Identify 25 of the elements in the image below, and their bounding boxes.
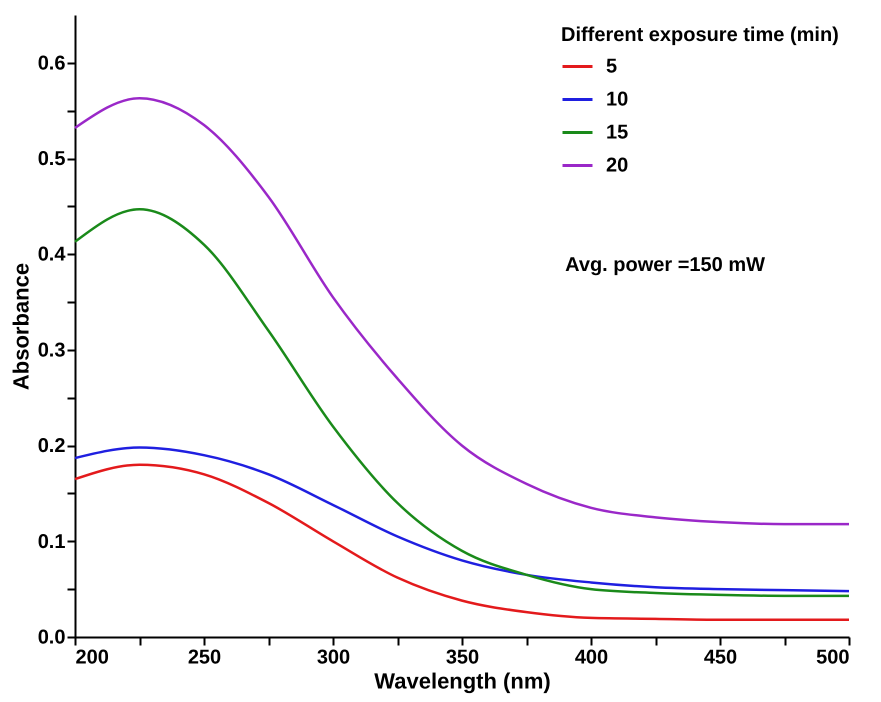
annotation: Avg. power =150 mW (565, 254, 766, 276)
y-tick-label: 0.4 (38, 244, 66, 266)
x-tick-label: 400 (574, 646, 608, 668)
y-tick-label: 0.0 (38, 626, 66, 648)
line-series (74, 464, 850, 622)
x-tick-label: 300 (316, 646, 350, 668)
line-series (74, 446, 850, 592)
legend-label: 10 (606, 88, 628, 110)
x-tick-label: 250 (188, 646, 222, 668)
x-tick-label: 450 (704, 646, 738, 668)
y-tick-label: 0.6 (38, 52, 66, 74)
y-tick-label: 0.5 (38, 148, 66, 170)
x-axis-title: Wavelength (nm) (374, 668, 551, 694)
y-tick-label: 0.1 (38, 530, 66, 553)
x-tick-label: 200 (76, 646, 109, 668)
legend-label: 20 (606, 154, 628, 176)
x-tick-label: 500 (816, 646, 850, 668)
y-axis-title: Absorbance (8, 262, 34, 390)
y-tick-label: 0.3 (38, 339, 66, 362)
x-tick-label: 350 (446, 646, 480, 668)
legend-label: 5 (606, 56, 618, 78)
legend-label: 15 (606, 122, 628, 144)
legend-title: Different exposure time (min) (561, 24, 839, 46)
y-tick-label: 0.2 (38, 435, 66, 458)
line-series (74, 208, 850, 598)
